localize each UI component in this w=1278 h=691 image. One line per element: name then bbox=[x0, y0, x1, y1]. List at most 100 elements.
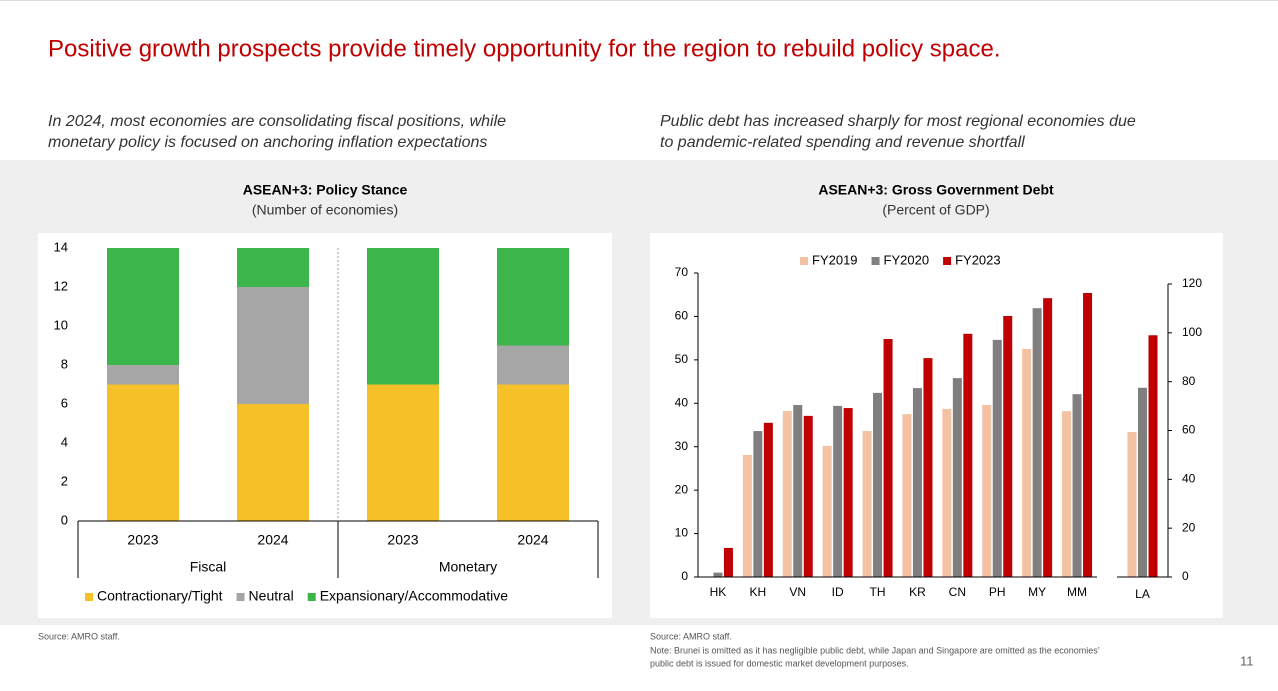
bar-segment bbox=[237, 248, 309, 287]
chart-title: ASEAN+3: Policy Stance bbox=[243, 182, 408, 198]
bar bbox=[1022, 349, 1032, 577]
y2-tick-label: 60 bbox=[1182, 423, 1196, 437]
y2-tick-label: 40 bbox=[1182, 472, 1196, 486]
y-tick-label: 10 bbox=[54, 317, 68, 332]
x-tick-label: LA bbox=[1135, 587, 1150, 601]
bar bbox=[803, 415, 813, 577]
bar bbox=[923, 358, 933, 577]
bar bbox=[713, 572, 723, 577]
bar bbox=[1032, 308, 1042, 577]
chart-subtitle: (Percent of GDP) bbox=[882, 202, 989, 218]
bar bbox=[873, 392, 883, 577]
legend-label: FY2019 bbox=[812, 252, 858, 267]
legend-swatch bbox=[236, 593, 245, 601]
y-tick-label: 12 bbox=[54, 278, 68, 293]
x-tick-label: ID bbox=[832, 585, 844, 599]
bar-segment bbox=[107, 248, 179, 365]
bar bbox=[942, 408, 952, 577]
bar bbox=[822, 445, 832, 577]
bar-segment bbox=[237, 287, 309, 404]
bar bbox=[1072, 394, 1082, 577]
bar-segment bbox=[107, 365, 179, 385]
x-tick-label: HK bbox=[710, 585, 727, 599]
legend-label: Expansionary/Accommodative bbox=[320, 588, 509, 604]
bar bbox=[902, 414, 912, 577]
y-tick-label: 0 bbox=[681, 569, 688, 583]
source: Source: AMRO staff. bbox=[650, 631, 732, 641]
x-tick-label: MY bbox=[1028, 585, 1046, 599]
y-tick-label: 10 bbox=[675, 526, 689, 540]
x-tick-label: VN bbox=[789, 585, 806, 599]
y2-tick-label: 120 bbox=[1182, 276, 1202, 290]
y-tick-label: 4 bbox=[61, 434, 68, 449]
x-tick-label: CN bbox=[949, 585, 966, 599]
y-tick-label: 8 bbox=[61, 356, 68, 371]
x-tick-label: 2023 bbox=[387, 532, 418, 548]
bar bbox=[883, 339, 893, 577]
group-label: Monetary bbox=[439, 559, 497, 575]
y-tick-label: 30 bbox=[675, 439, 689, 453]
bar bbox=[1083, 292, 1093, 577]
bar-segment bbox=[237, 404, 309, 521]
chart-title: ASEAN+3: Gross Government Debt bbox=[818, 182, 1054, 198]
bar bbox=[1043, 298, 1053, 577]
y2-tick-label: 100 bbox=[1182, 325, 1202, 339]
legend-label: FY2023 bbox=[955, 252, 1001, 267]
bar-segment bbox=[497, 248, 569, 346]
bar bbox=[833, 405, 843, 577]
y-tick-label: 20 bbox=[675, 482, 689, 496]
note: public debt is issued for domestic marke… bbox=[650, 658, 909, 668]
page-number: 11 bbox=[1240, 653, 1254, 668]
bar bbox=[782, 411, 792, 577]
y-tick-label: 2 bbox=[61, 473, 68, 488]
x-tick-label: KR bbox=[909, 585, 926, 599]
x-tick-label: 2024 bbox=[517, 532, 548, 548]
bar bbox=[992, 339, 1002, 577]
bar bbox=[843, 408, 853, 577]
legend-swatch bbox=[800, 257, 808, 265]
x-tick-label: TH bbox=[870, 585, 886, 599]
bar bbox=[1127, 431, 1137, 577]
subtitle-line: to pandemic-related spending and revenue… bbox=[660, 134, 1025, 151]
y-tick-label: 14 bbox=[54, 239, 68, 254]
x-tick-label: KH bbox=[750, 585, 767, 599]
legend-swatch bbox=[307, 593, 316, 601]
bar bbox=[763, 422, 773, 577]
bar bbox=[742, 454, 752, 577]
bar-segment bbox=[107, 384, 179, 521]
chart-subtitle: (Number of economies) bbox=[252, 202, 398, 218]
legend-swatch bbox=[871, 257, 880, 265]
bar bbox=[793, 405, 803, 577]
y-tick-label: 50 bbox=[675, 352, 689, 366]
x-tick-label: MM bbox=[1067, 585, 1087, 599]
y2-tick-label: 0 bbox=[1182, 569, 1189, 583]
y2-tick-label: 80 bbox=[1182, 374, 1196, 388]
note: Note: Brunei is omitted as it has neglig… bbox=[650, 645, 1100, 655]
y-tick-label: 0 bbox=[61, 512, 68, 527]
legend-swatch bbox=[943, 257, 952, 265]
bar bbox=[982, 405, 992, 577]
y-tick-label: 70 bbox=[675, 265, 689, 279]
slide-title: Positive growth prospects provide timely… bbox=[48, 35, 1001, 62]
legend-label: FY2020 bbox=[884, 252, 930, 267]
bar bbox=[1062, 411, 1072, 577]
bar bbox=[1003, 315, 1013, 577]
legend-label: Neutral bbox=[249, 588, 294, 604]
y2-tick-label: 20 bbox=[1182, 520, 1196, 534]
bar bbox=[862, 431, 872, 577]
bar-segment bbox=[497, 384, 569, 521]
bar bbox=[753, 431, 763, 577]
bar bbox=[912, 388, 922, 577]
subtitle-line: Public debt has increased sharply for mo… bbox=[660, 113, 1136, 130]
y-tick-label: 60 bbox=[675, 309, 689, 323]
bar bbox=[952, 378, 962, 577]
subtitle-line: In 2024, most economies are consolidatin… bbox=[48, 113, 506, 130]
y-tick-label: 6 bbox=[61, 395, 68, 410]
bar-segment bbox=[367, 248, 439, 385]
legend-swatch bbox=[85, 593, 93, 601]
x-tick-label: PH bbox=[989, 585, 1006, 599]
x-tick-label: 2024 bbox=[257, 532, 288, 548]
y-tick-label: 40 bbox=[675, 395, 689, 409]
